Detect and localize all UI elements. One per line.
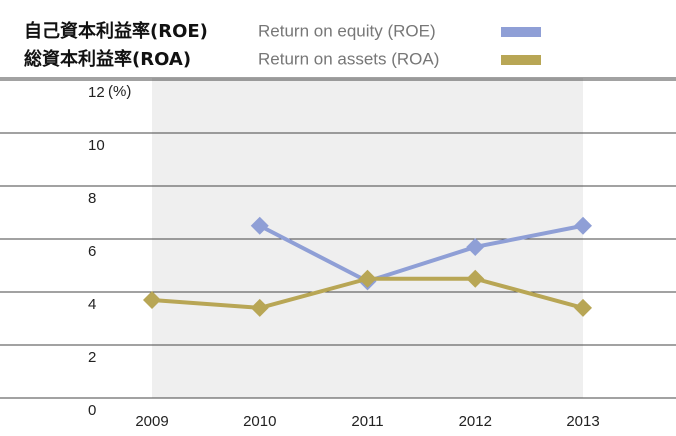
y-tick-label: 8 — [88, 190, 96, 207]
y-unit: (%) — [108, 83, 131, 100]
point-marker — [466, 269, 485, 288]
point-marker — [358, 269, 377, 288]
point-marker — [574, 298, 592, 317]
legend-swatch — [501, 55, 541, 65]
legend-label: Return on assets (ROA) — [258, 49, 439, 68]
y-tick-label: 2 — [88, 349, 96, 366]
point-marker — [250, 298, 269, 317]
point-marker — [250, 216, 269, 235]
legend-swatch — [501, 27, 541, 37]
legend-label: Return on equity (ROE) — [258, 21, 436, 40]
legend-label-ja: 自己資本利益率(ROE) — [24, 20, 208, 42]
x-tick-label: 2012 — [459, 413, 492, 430]
y-tick-label: 0 — [88, 402, 96, 419]
x-tick-label: 2011 — [351, 413, 383, 430]
point-marker — [574, 216, 592, 235]
y-tick-label: 12 — [88, 84, 105, 101]
x-tick-label: 2009 — [135, 413, 168, 430]
x-tick-label: 2013 — [566, 413, 599, 430]
y-tick-label: 4 — [88, 296, 96, 313]
point-marker — [143, 290, 161, 309]
point-marker — [466, 237, 485, 256]
y-tick-label: 10 — [88, 137, 105, 154]
y-tick-label: 6 — [88, 243, 96, 260]
legend-label-ja: 総資本利益率(ROA) — [24, 48, 191, 70]
series-line — [258, 223, 584, 284]
x-tick-label: 2010 — [243, 413, 276, 430]
